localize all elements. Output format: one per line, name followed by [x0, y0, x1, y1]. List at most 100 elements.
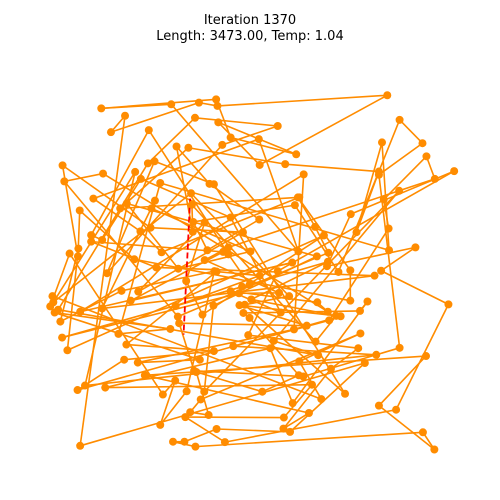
city-point	[372, 350, 381, 359]
city-point	[75, 206, 84, 215]
city-point	[195, 355, 204, 364]
route-edge	[247, 270, 279, 336]
city-point	[209, 347, 218, 356]
city-point	[65, 249, 74, 258]
route-edge	[337, 119, 401, 273]
city-point	[294, 247, 303, 256]
city-point	[175, 319, 184, 328]
city-point	[192, 368, 201, 377]
city-point	[363, 297, 372, 306]
route-edge	[303, 347, 400, 378]
route-edge	[170, 103, 300, 252]
city-point	[144, 126, 153, 135]
route-edge	[243, 310, 361, 314]
city-point	[134, 287, 143, 296]
city-point	[198, 310, 207, 319]
route-edge	[273, 190, 400, 342]
city-point	[150, 157, 159, 166]
route-edge	[67, 234, 325, 352]
city-point	[313, 298, 322, 307]
city-point	[169, 437, 177, 446]
city-point	[210, 267, 219, 276]
city-point	[295, 357, 304, 366]
city-point	[290, 325, 298, 334]
city-point	[430, 445, 439, 454]
route-edge	[230, 136, 297, 156]
city-point	[346, 210, 355, 219]
city-point	[140, 371, 149, 380]
city-point	[238, 228, 247, 237]
route-edge	[292, 301, 369, 404]
city-point	[422, 152, 431, 161]
city-point	[203, 246, 212, 255]
route-edge	[230, 290, 318, 304]
candidate-swap-segment	[182, 189, 192, 335]
city-point	[186, 408, 195, 417]
city-point	[226, 213, 235, 222]
city-point	[377, 266, 386, 275]
route-edge	[380, 270, 449, 306]
route-edge	[59, 248, 80, 322]
city-point	[308, 380, 317, 389]
city-point	[356, 306, 364, 315]
route-edge	[121, 270, 215, 292]
route-edge	[120, 196, 300, 210]
route-edge	[191, 204, 317, 343]
route-edge	[184, 416, 226, 443]
city-point	[290, 201, 299, 210]
city-point	[450, 167, 459, 176]
city-point	[58, 161, 67, 170]
city-point	[385, 246, 394, 255]
route-edge	[119, 147, 189, 210]
city-point	[245, 313, 254, 322]
chart-title-iteration: Iteration 1370	[203, 13, 297, 28]
city-point	[184, 143, 193, 152]
city-point	[395, 115, 404, 124]
city-point	[171, 302, 180, 310]
city-point	[304, 409, 313, 418]
city-point	[48, 292, 57, 301]
route-edge	[222, 125, 278, 146]
route-edge	[137, 328, 295, 364]
city-point	[74, 244, 83, 253]
route-edge	[110, 101, 200, 133]
route-edge	[90, 129, 150, 236]
city-point	[411, 243, 420, 252]
city-point	[181, 413, 190, 422]
city-point	[212, 425, 221, 433]
city-point	[200, 218, 209, 227]
city-point	[239, 308, 248, 317]
route-edge	[101, 103, 172, 110]
city-point	[156, 179, 165, 187]
city-point	[173, 312, 182, 321]
city-point	[352, 228, 361, 237]
city-point	[196, 395, 205, 404]
route-edge	[79, 173, 305, 313]
city-point	[235, 301, 244, 310]
city-point	[191, 113, 199, 122]
city-point	[341, 389, 350, 398]
route-edge	[105, 347, 271, 389]
route-edge	[134, 258, 351, 302]
city-point	[87, 237, 96, 246]
route-edge	[179, 322, 307, 327]
city-point	[229, 342, 238, 351]
city-point	[302, 321, 311, 330]
city-point	[122, 199, 131, 208]
route-edge	[184, 428, 217, 443]
route-edge	[126, 202, 318, 258]
city-point	[294, 371, 303, 380]
route-edge	[382, 199, 390, 229]
city-point	[76, 307, 85, 316]
route-edge	[66, 248, 80, 351]
city-point	[157, 248, 166, 257]
city-point	[379, 195, 388, 204]
city-point	[235, 289, 243, 298]
route-edge	[62, 164, 152, 229]
city-point	[374, 401, 383, 410]
city-point	[191, 442, 200, 451]
city-point	[147, 204, 156, 213]
city-point	[279, 424, 288, 433]
city-point	[213, 101, 222, 110]
